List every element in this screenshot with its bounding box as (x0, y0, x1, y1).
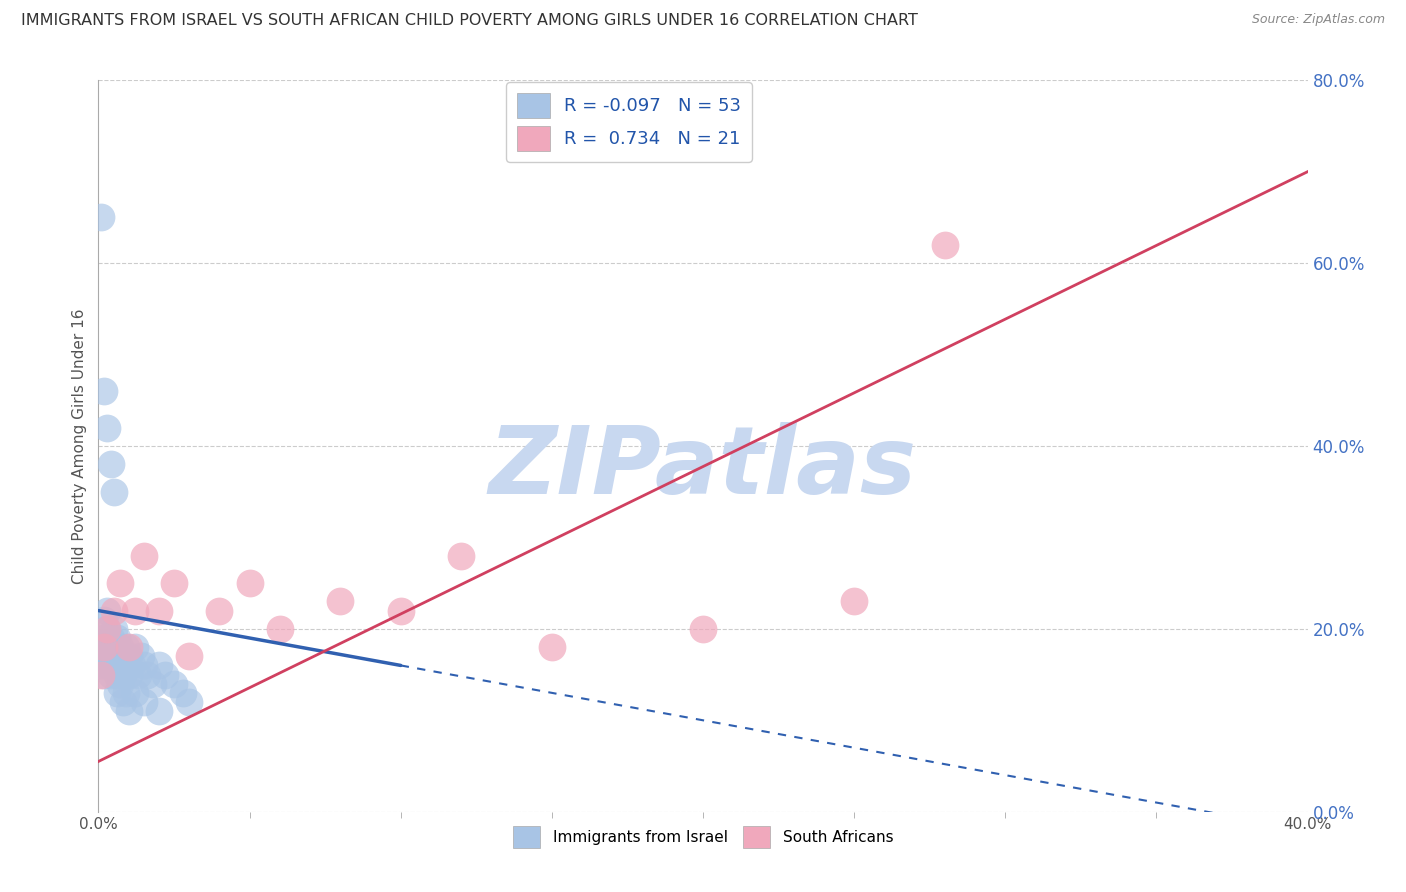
Point (108, 640, 131, 655)
Point (96, 603, 118, 617)
Point (103, 622, 125, 636)
Point (121, 658, 143, 673)
Point (90, 649, 112, 664)
Text: Source: ZipAtlas.com: Source: ZipAtlas.com (1251, 13, 1385, 27)
Point (132, 695, 155, 709)
Point (124, 686, 146, 700)
Point (135, 667, 157, 681)
Point (96, 658, 118, 673)
Point (103, 640, 125, 655)
Point (208, 603, 231, 617)
Point (124, 640, 146, 655)
Point (103, 484, 125, 499)
Point (103, 658, 125, 673)
Point (132, 549, 155, 563)
Point (100, 631, 122, 645)
Point (153, 667, 176, 681)
Point (111, 649, 134, 664)
Point (96, 622, 118, 636)
Point (148, 704, 170, 718)
Point (118, 704, 141, 718)
Point (93, 640, 115, 655)
Text: ZIPatlas: ZIPatlas (489, 422, 917, 514)
Point (692, 622, 714, 636)
Point (103, 603, 125, 617)
Point (100, 649, 122, 664)
Point (90, 640, 112, 655)
Point (105, 649, 128, 664)
Point (118, 649, 141, 664)
Point (108, 676, 131, 690)
Point (239, 576, 262, 591)
Point (129, 649, 152, 664)
Point (93, 649, 115, 664)
Point (90, 658, 112, 673)
Point (148, 603, 170, 617)
Point (934, 238, 956, 252)
Point (114, 686, 136, 700)
Point (163, 676, 186, 690)
Point (172, 686, 194, 700)
Point (93, 667, 115, 681)
Point (90, 211, 112, 225)
Point (93, 384, 115, 398)
Point (163, 576, 186, 591)
Point (132, 658, 155, 673)
Point (127, 667, 149, 681)
Point (105, 686, 128, 700)
Point (90, 667, 112, 681)
Legend: Immigrants from Israel, South Africans: Immigrants from Israel, South Africans (505, 818, 901, 855)
Point (148, 658, 170, 673)
Point (105, 631, 128, 645)
Point (111, 695, 134, 709)
Point (118, 640, 141, 655)
Text: IMMIGRANTS FROM ISRAEL VS SOUTH AFRICAN CHILD POVERTY AMONG GIRLS UNDER 16 CORRE: IMMIGRANTS FROM ISRAEL VS SOUTH AFRICAN … (21, 13, 918, 29)
Point (179, 649, 201, 664)
Point (96, 421, 118, 435)
Point (269, 622, 291, 636)
Point (114, 658, 136, 673)
Point (844, 594, 866, 608)
Point (100, 457, 122, 471)
Point (540, 640, 562, 655)
Point (450, 549, 472, 563)
Point (118, 667, 141, 681)
Point (111, 667, 134, 681)
Point (108, 658, 131, 673)
Point (142, 676, 165, 690)
Point (329, 594, 352, 608)
Point (96, 640, 118, 655)
Point (179, 695, 201, 709)
Point (108, 576, 131, 591)
Point (114, 640, 136, 655)
Point (389, 603, 412, 617)
Point (93, 613, 115, 627)
Point (105, 667, 128, 681)
Point (93, 631, 115, 645)
Y-axis label: Child Poverty Among Girls Under 16: Child Poverty Among Girls Under 16 (72, 309, 87, 583)
Point (96, 622, 118, 636)
Point (124, 603, 146, 617)
Point (100, 667, 122, 681)
